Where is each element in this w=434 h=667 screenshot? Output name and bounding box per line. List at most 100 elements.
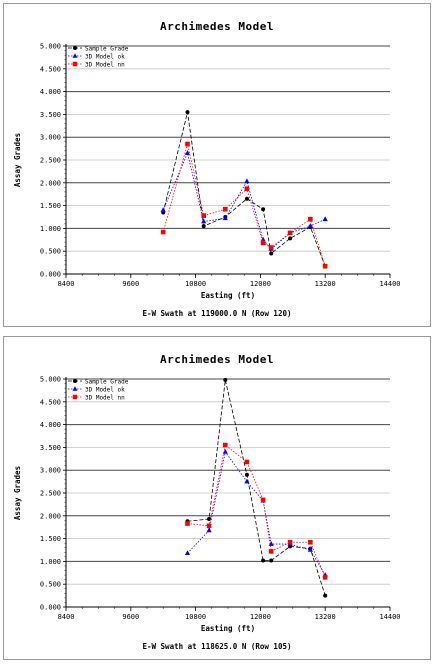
y-tick-label: 2.000 <box>40 179 61 187</box>
data-point <box>184 150 191 155</box>
y-tick-label: 1.000 <box>40 225 61 233</box>
chart-title: Archimedes Model <box>160 353 274 366</box>
y-tick-label: 4.000 <box>40 421 61 429</box>
legend-label: 3D Model ok <box>85 53 125 60</box>
data-point <box>322 216 328 222</box>
chart-panel-top: Archimedes Model 0.000 0.500 1.000 1.500 2.0… <box>3 3 431 327</box>
data-point <box>184 550 191 555</box>
data-point <box>288 236 293 241</box>
y-tick-label: 5.000 <box>40 43 61 51</box>
data-point <box>201 213 206 218</box>
data-point <box>261 207 266 212</box>
data-point <box>268 549 274 554</box>
x-tick-label: 9600 <box>122 280 139 288</box>
y-tick-label: 4.500 <box>40 398 61 406</box>
data-point <box>201 218 207 224</box>
data-point <box>201 224 206 229</box>
data-point <box>260 236 266 242</box>
series-line <box>162 151 326 250</box>
y-axis-label: Assay Grades <box>13 133 22 187</box>
data-point <box>322 263 328 269</box>
x-tick-label: 9600 <box>122 613 139 621</box>
data-point <box>244 459 250 465</box>
y-tick-label: 4.000 <box>40 88 61 96</box>
data-point <box>185 521 190 526</box>
data-point <box>260 497 266 503</box>
series-line <box>162 143 326 267</box>
y-tick-label: 4.500 <box>40 65 61 73</box>
data-point <box>287 539 293 545</box>
x-tick-label: 13200 <box>315 613 336 621</box>
data-point <box>206 527 212 533</box>
chart-plot: 0.000 0.500 1.000 1.500 2.000 2.500 3.000 3.500… <box>13 43 401 301</box>
y-tick-label: 3.000 <box>40 134 61 142</box>
data-point <box>268 245 274 250</box>
x-tick-label: 12000 <box>250 280 271 288</box>
y-tick-label: 2.500 <box>40 157 61 165</box>
series-line <box>187 450 326 576</box>
legend-marker <box>73 379 77 383</box>
data-point <box>322 575 328 580</box>
data-point <box>307 223 313 228</box>
data-point <box>244 186 250 192</box>
y-axis-label: Assay Grades <box>13 466 22 520</box>
data-point <box>307 547 313 552</box>
x-tick-label: 8400 <box>58 613 75 621</box>
chart-plot: 0.000 0.500 1.000 1.500 2.000 2.500 3.000 3.500… <box>13 376 401 634</box>
data-point <box>308 216 313 222</box>
data-point <box>244 178 250 184</box>
legend-label: 3D Model nn <box>85 61 125 68</box>
chart-panel-bottom: Archimedes Model 0.000 0.500 1.000 1.500 2.0… <box>3 336 431 660</box>
y-tick-label: 0.500 <box>40 248 61 256</box>
legend-label: Sample Grade <box>85 378 129 385</box>
y-tick-label: 5.000 <box>40 376 61 384</box>
y-tick-label: 0.500 <box>40 581 61 589</box>
data-point <box>260 240 266 246</box>
legend-marker <box>72 53 78 58</box>
data-point <box>160 207 166 212</box>
x-tick-label: 14400 <box>379 280 400 288</box>
data-point <box>206 523 212 529</box>
data-point <box>223 377 228 382</box>
y-tick-label: 3.000 <box>40 467 61 475</box>
chart-title: Archimedes Model <box>160 20 274 33</box>
y-tick-label: 1.500 <box>40 535 61 543</box>
data-point <box>269 558 274 563</box>
legend-marker <box>72 394 78 400</box>
data-point <box>223 442 228 448</box>
legend-label: Sample Grade <box>85 45 129 52</box>
data-point <box>308 539 313 545</box>
data-point <box>244 472 249 477</box>
x-tick-label: 10800 <box>185 613 206 621</box>
x-tick-label: 14400 <box>379 613 400 621</box>
x-axis-label: Easting (ft) <box>201 624 255 633</box>
data-point <box>222 448 228 454</box>
y-tick-label: 1.500 <box>40 202 61 210</box>
data-point <box>287 230 293 236</box>
chart-footer: E-W Swath at 119000.0 N (Row 120) <box>142 309 292 318</box>
legend-marker <box>73 46 77 50</box>
data-point <box>268 541 274 546</box>
legend-marker <box>72 61 78 67</box>
y-tick-label: 3.500 <box>40 111 61 119</box>
data-point <box>185 141 190 147</box>
x-tick-label: 8400 <box>58 280 75 288</box>
x-axis-label: Easting (ft) <box>201 291 255 300</box>
y-tick-label: 2.500 <box>40 490 61 498</box>
legend-label: 3D Model nn <box>85 394 125 401</box>
legend-label: 3D Model ok <box>85 386 125 393</box>
series-line <box>187 379 326 596</box>
data-point <box>261 558 266 563</box>
data-point <box>269 251 274 256</box>
data-point <box>223 206 228 212</box>
y-tick-label: 0.000 <box>40 271 61 279</box>
data-point <box>160 229 166 235</box>
y-tick-label: 2.000 <box>40 512 61 520</box>
chart-footer: E-W Swath at 118625.0 N (Row 105) <box>142 642 292 651</box>
data-point <box>323 593 328 598</box>
legend-marker <box>72 386 78 391</box>
x-tick-label: 10800 <box>185 280 206 288</box>
y-tick-label: 1.000 <box>40 558 61 566</box>
data-point <box>244 196 249 201</box>
data-point <box>222 215 228 221</box>
